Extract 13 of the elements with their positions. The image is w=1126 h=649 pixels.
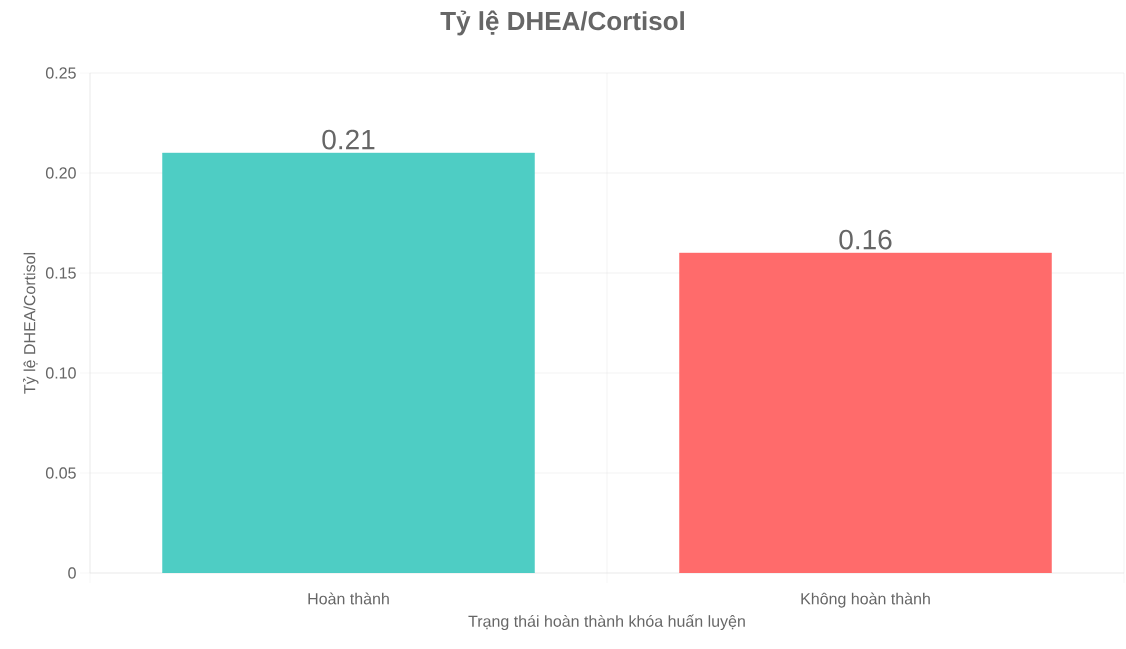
x-tick-label: Không hoàn thành	[801, 592, 930, 608]
data-label: 0.16	[839, 229, 892, 250]
y-axis-title: Tỷ lệ DHEA/Cortisol	[23, 252, 39, 394]
y-tick-label: 0.15	[45, 267, 76, 279]
data-label: 0.21	[322, 129, 375, 150]
y-tick-label: 0.05	[45, 467, 76, 479]
y-tick-label: 0.10	[45, 367, 76, 379]
x-axis-title: Trạng thái hoàn thành khóa huấn luyện	[468, 614, 745, 631]
y-tick-label: 0.20	[45, 167, 76, 179]
chart-title: Tỷ lệ DHEA/Cortisol	[440, 10, 684, 36]
y-tick-label: 0.25	[45, 67, 76, 79]
x-tick-label: Hoàn thành	[308, 592, 389, 605]
y-tick-label: 0	[68, 567, 76, 579]
